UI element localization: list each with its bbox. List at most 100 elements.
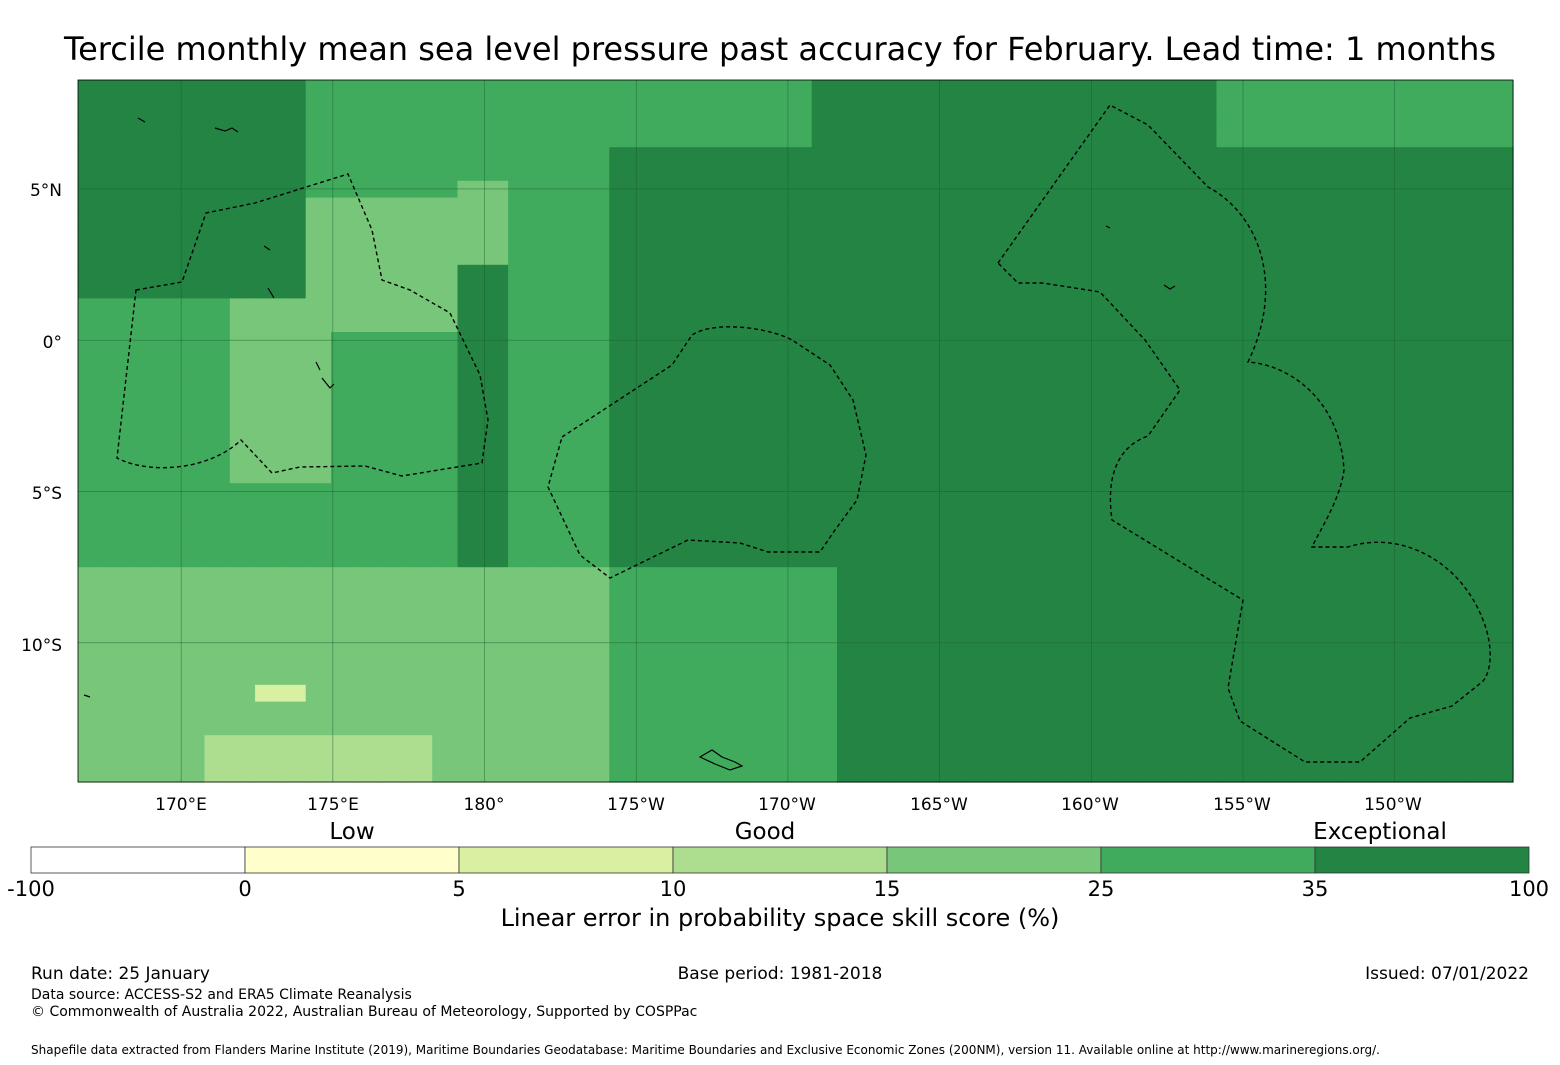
grid-cell — [103, 248, 130, 266]
grid-cell — [381, 231, 408, 249]
grid-cell — [1115, 684, 1142, 703]
grid-cell — [659, 567, 686, 585]
grid-cell — [735, 550, 762, 568]
grid-cell — [1115, 449, 1142, 467]
grid-cell — [1014, 399, 1040, 417]
grid-cell — [1317, 113, 1344, 131]
grid-cell — [1090, 197, 1116, 215]
grid-cell — [103, 382, 130, 400]
grid-cell — [837, 113, 863, 131]
grid-cell — [457, 684, 484, 703]
grid-cell — [938, 668, 965, 686]
grid-cell — [1393, 113, 1420, 131]
grid-cell — [811, 130, 838, 148]
grid-cell — [685, 567, 712, 585]
grid-cell — [1343, 752, 1369, 770]
grid-cell — [508, 180, 534, 199]
grid-cell — [912, 684, 939, 703]
grid-cell — [1039, 214, 1066, 232]
grid-cell — [1064, 718, 1091, 736]
grid-cell — [837, 231, 863, 249]
grid-cell — [229, 567, 256, 585]
grid-cell — [1090, 533, 1116, 551]
grid-cell — [659, 399, 686, 417]
grid-cell — [179, 668, 206, 686]
grid-cell — [255, 96, 281, 115]
grid-cell — [255, 550, 281, 568]
grid-cell — [1494, 533, 1514, 551]
grid-cell — [128, 365, 155, 383]
grid-cell — [811, 164, 838, 182]
grid-cell — [735, 180, 762, 199]
grid-cell — [786, 164, 813, 182]
grid-cell — [533, 449, 560, 467]
grid-cell — [862, 348, 889, 367]
grid-cell — [988, 197, 1015, 215]
grid-cell — [811, 332, 838, 350]
grid-cell — [432, 752, 459, 770]
grid-cell — [710, 214, 737, 232]
grid-cell — [634, 214, 661, 232]
grid-cell — [1140, 248, 1167, 266]
grid-cell — [1216, 248, 1243, 266]
grid-cell — [406, 332, 433, 350]
grid-cell — [1267, 701, 1293, 719]
colorbar-segment — [458, 846, 674, 874]
grid-cell — [1494, 483, 1514, 501]
grid-cell — [1039, 80, 1066, 98]
grid-cell — [1343, 567, 1369, 585]
grid-cell — [735, 348, 762, 367]
grid-cell — [508, 651, 534, 669]
grid-cell — [305, 718, 332, 736]
grid-cell — [153, 315, 180, 333]
grid-cell — [963, 449, 990, 467]
grid-cell — [406, 533, 433, 551]
grid-cell — [179, 684, 206, 703]
grid-cell — [685, 80, 712, 98]
grid-cell — [963, 365, 990, 383]
grid-cell — [811, 550, 838, 568]
grid-cell — [1494, 113, 1514, 131]
grid-cell — [1115, 701, 1142, 719]
grid-cell — [179, 130, 206, 148]
grid-cell — [1393, 684, 1420, 703]
grid-cell — [381, 382, 408, 400]
grid-cell — [280, 735, 307, 753]
grid-cell — [584, 231, 610, 249]
grid-cell — [1317, 248, 1344, 266]
grid-cell — [1014, 567, 1040, 585]
grid-cell — [761, 500, 787, 518]
grid-cell — [128, 617, 155, 635]
grid-cell — [584, 466, 610, 484]
grid-cell — [482, 382, 509, 400]
grid-cell — [761, 718, 787, 736]
grid-cell — [406, 651, 433, 669]
grid-cell — [837, 600, 863, 619]
grid-cell — [1469, 684, 1496, 703]
grid-cell — [204, 516, 231, 535]
grid-cell — [1165, 113, 1192, 131]
grid-cell — [533, 399, 560, 417]
grid-cell — [1090, 550, 1116, 568]
grid-cell — [128, 281, 155, 299]
grid-cell — [1292, 382, 1319, 400]
grid-cell — [659, 684, 686, 703]
grid-cell — [1292, 617, 1319, 635]
grid-cell — [1064, 617, 1091, 635]
grid-cell — [963, 500, 990, 518]
grid-cell — [1418, 567, 1445, 585]
grid-cell — [229, 96, 256, 115]
grid-cell — [988, 348, 1015, 367]
grid-cell — [1317, 180, 1344, 199]
grid-cell — [406, 231, 433, 249]
grid-cell — [761, 600, 787, 619]
grid-cell — [558, 315, 585, 333]
grid-cell — [255, 668, 281, 686]
grid-cell — [988, 768, 1015, 783]
grid-cell — [1140, 584, 1167, 602]
grid-cell — [255, 432, 281, 451]
grid-cell — [1494, 752, 1514, 770]
grid-cell — [1267, 752, 1293, 770]
grid-cell — [1368, 298, 1395, 316]
grid-cell — [204, 197, 231, 215]
